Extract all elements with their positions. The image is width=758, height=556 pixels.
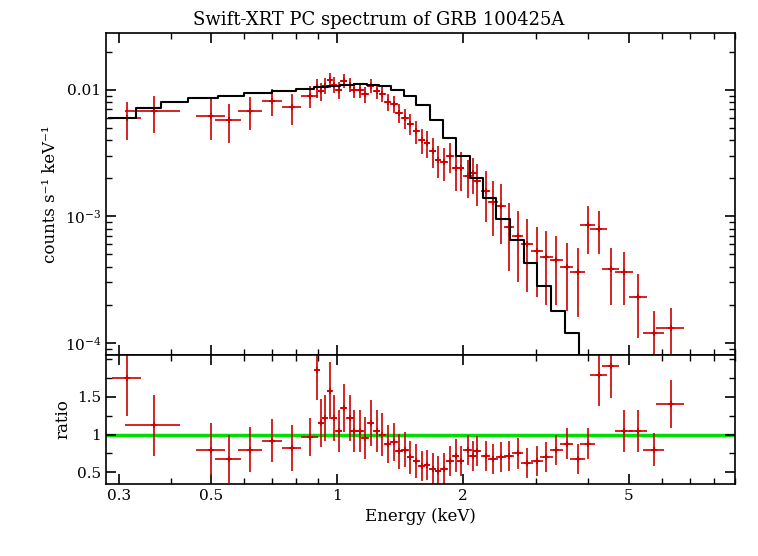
- Y-axis label: counts s⁻¹ keV⁻¹: counts s⁻¹ keV⁻¹: [42, 126, 59, 263]
- X-axis label: Energy (keV): Energy (keV): [365, 508, 476, 525]
- Y-axis label: ratio: ratio: [55, 399, 71, 439]
- Text: Swift-XRT PC spectrum of GRB 100425A: Swift-XRT PC spectrum of GRB 100425A: [193, 11, 565, 29]
